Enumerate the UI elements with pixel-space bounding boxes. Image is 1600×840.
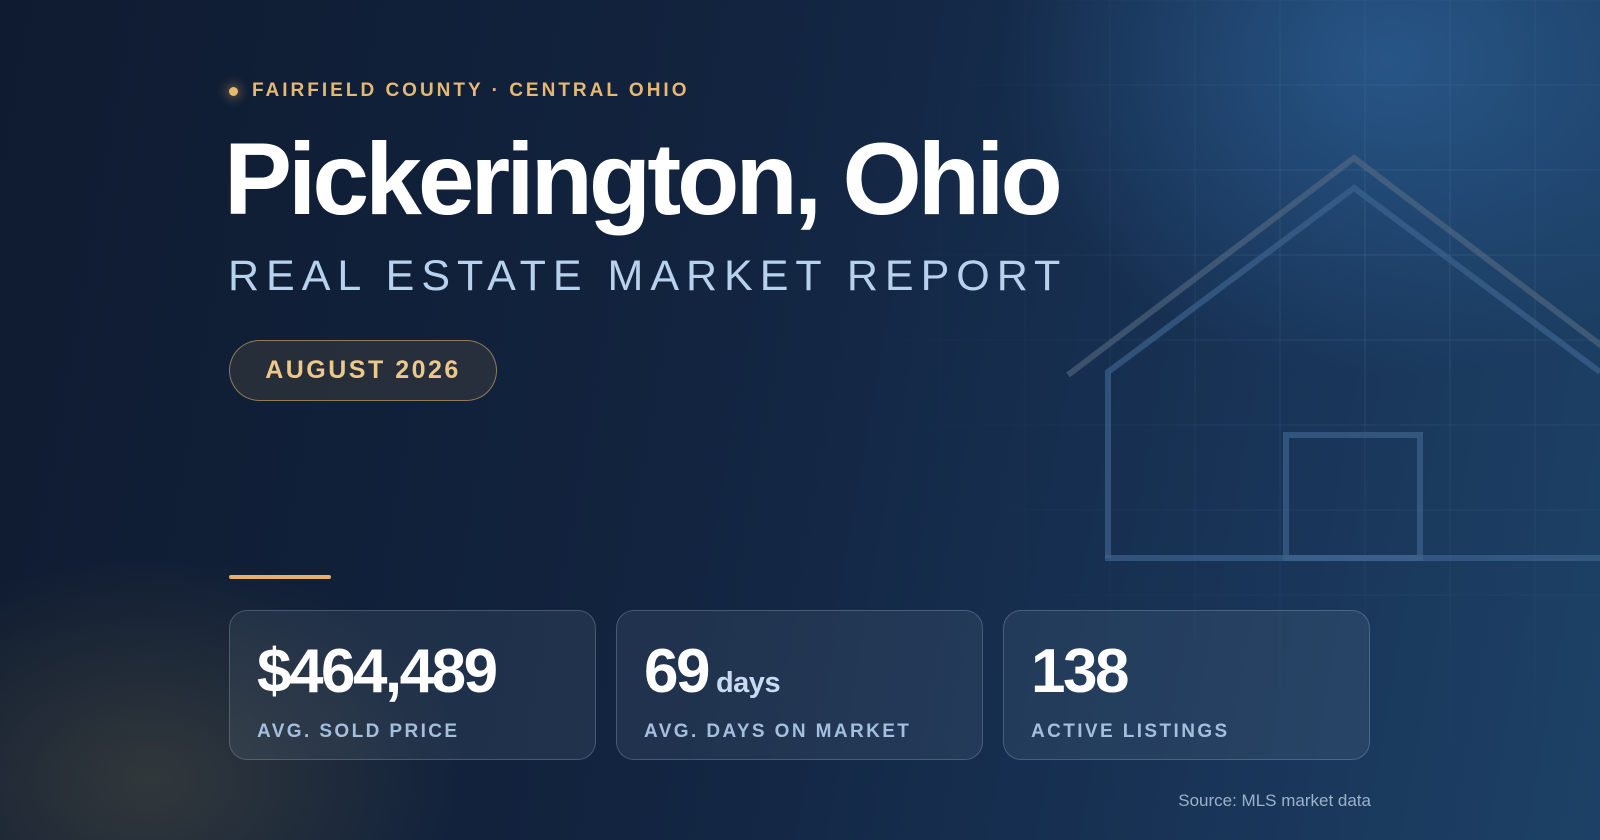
date-badge-label: AUGUST 2026 (265, 356, 461, 384)
stat-value-row: $464,489 (257, 635, 595, 713)
stat-card-avg-days-on-market: 69 days AVG. DAYS ON MARKET (616, 610, 983, 760)
stat-value-row: 69 days (644, 635, 982, 713)
stat-unit: days (715, 667, 781, 699)
page-title: Pickerington, Ohio (224, 122, 1063, 236)
stat-value: $464,489 (257, 637, 498, 706)
date-badge: AUGUST 2026 (229, 340, 497, 401)
dot-icon (229, 86, 238, 96)
stat-label: ACTIVE LISTINGS (1031, 721, 1230, 742)
stat-label: AVG. DAYS ON MARKET (644, 721, 912, 742)
source-note: Source: MLS market data (1178, 791, 1371, 810)
report-subtitle: REAL ESTATE MARKET REPORT (228, 252, 1068, 300)
stat-value: 138 (1031, 637, 1129, 706)
stat-card-active-listings: 138 ACTIVE LISTINGS (1003, 610, 1370, 760)
location-eyebrow: FAIRFIELD COUNTY · CENTRAL OHIO (252, 80, 690, 101)
stat-value: 69 (644, 637, 710, 706)
stat-label: AVG. SOLD PRICE (257, 721, 460, 742)
stat-card-avg-sold-price: $464,489 AVG. SOLD PRICE (229, 610, 596, 760)
accent-divider (229, 575, 331, 579)
stat-value-row: 138 (1031, 635, 1369, 713)
stats-row: $464,489 AVG. SOLD PRICE 69 days AVG. DA… (229, 610, 1370, 760)
eyebrow: FAIRFIELD COUNTY · CENTRAL OHIO (229, 80, 689, 102)
